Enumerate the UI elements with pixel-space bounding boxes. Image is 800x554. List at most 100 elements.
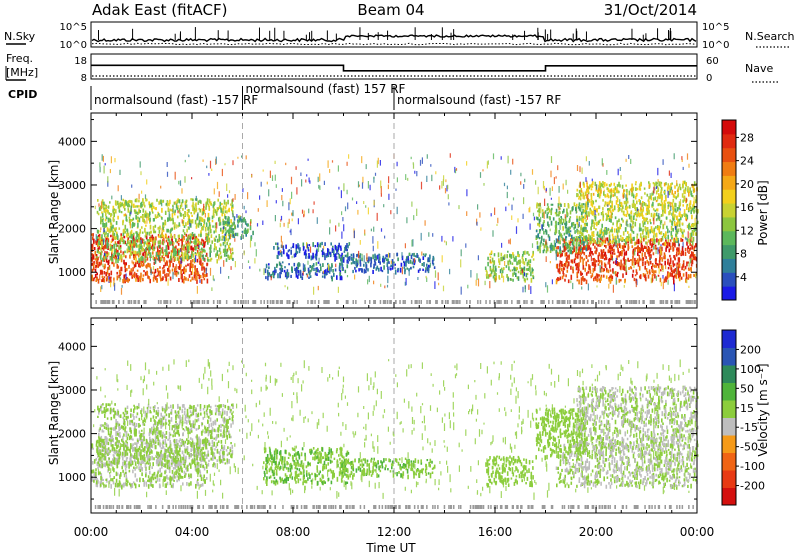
echo-cluster [223, 216, 253, 242]
freq-label: Freq. [6, 52, 33, 65]
echo-cluster [576, 180, 698, 247]
echo-cluster [408, 253, 411, 256]
echo-cluster [555, 238, 698, 285]
echo-cluster [223, 216, 252, 241]
colorbar-tick-label: -200 [740, 480, 765, 493]
cpid-label: CPID [8, 88, 37, 101]
freq-trace [91, 64, 697, 72]
echo-cluster [535, 203, 588, 254]
nsearch-tick-bottom: 10^0 [702, 40, 729, 51]
colorbar-segment [722, 189, 736, 204]
colorbar-segment [722, 161, 736, 176]
colorbar-segment [722, 258, 736, 273]
colorbar-segment [722, 244, 736, 259]
echo-cluster [343, 252, 436, 274]
echo-cluster [339, 457, 436, 480]
echo-cluster [580, 182, 696, 203]
echo-cluster [267, 261, 341, 282]
nsky-tick-bottom: 10^0 [60, 40, 87, 51]
echo-cluster [315, 262, 318, 266]
echo-cluster [96, 198, 234, 264]
colorbar-tick-label: 100 [740, 363, 761, 376]
echo-cluster [578, 187, 698, 245]
echo-cluster [224, 233, 235, 237]
x-tick-label: 04:00 [175, 525, 210, 539]
station-title: Adak East (fitACF) [92, 1, 227, 19]
echo-cluster [535, 203, 588, 255]
x-tick-label: 20:00 [579, 525, 614, 539]
y-tick-label: 2000 [58, 223, 86, 236]
velocity-colorbar-label: Velocity [m s⁻¹] [756, 363, 770, 456]
freq-tick-top: 18 [74, 56, 87, 67]
y-tick-label: 4000 [58, 135, 86, 148]
echo-cluster [96, 403, 234, 468]
echo-cluster [555, 442, 699, 490]
colorbar-segment [722, 120, 736, 135]
nsky-trace [91, 27, 697, 46]
x-tick-label: 16:00 [478, 525, 513, 539]
nave-label: Nave [745, 62, 773, 75]
echo-cluster [91, 233, 208, 283]
velocity-colorbar: 200 100 50 15 -15 -50 -100 -200 [721, 329, 765, 506]
echo-cluster [263, 446, 350, 486]
x-tick-label: 00:00 [680, 525, 715, 539]
colorbar-tick-label: 4 [740, 271, 747, 284]
colorbar-segment [722, 286, 736, 301]
colorbar-segment [722, 365, 736, 383]
cpid-segment-label: normalsound (fast) -157 RF [397, 93, 561, 107]
power-echoes [91, 113, 699, 308]
echo-cluster [536, 202, 587, 242]
colorbar-segment [722, 330, 736, 348]
colorbar-tick-label: 20 [740, 178, 754, 191]
colorbar-tick-label: 200 [740, 343, 761, 356]
y-tick-label: 1000 [58, 266, 86, 279]
nsky-tick-top: 10^5 [60, 22, 87, 33]
nsearch-line [91, 42, 697, 46]
nsky-label: N.Sky [4, 30, 36, 43]
colorbar-segment [722, 230, 736, 246]
colorbar-tick-label: -50 [740, 441, 758, 454]
nsky-panel-frame [90, 21, 698, 48]
echo-cluster [535, 407, 588, 461]
colorbar-tick-label: 24 [740, 155, 754, 168]
x-tick-label: 12:00 [377, 525, 412, 539]
velocity-ylabel: Slant Range [km] [47, 361, 61, 465]
colorbar-segment [722, 470, 736, 488]
power-colorbar-label: Power [dB] [756, 180, 770, 245]
velocity-echoes [91, 318, 699, 513]
beam-title: Beam 04 [357, 1, 424, 19]
colorbar-segment [722, 452, 736, 471]
echo-cluster [91, 233, 209, 284]
nave-tick-bottom: 0 [706, 73, 712, 84]
colorbar-segment [722, 400, 736, 418]
power-y-axis: 1000 2000 3000 4000 [58, 119, 697, 295]
echo-cluster [96, 198, 234, 263]
cpid-segment-label: normalsound (fast) -157 RF [94, 93, 258, 107]
colorbar-segment [722, 147, 736, 163]
colorbar-segment [722, 203, 736, 218]
freq-unit-label: [MHz] [6, 66, 38, 79]
echo-cluster [263, 447, 350, 486]
nave-tick-top: 60 [706, 56, 719, 67]
echo-cluster [273, 241, 349, 261]
colorbar-segment [722, 133, 736, 149]
near-range-echoes [95, 300, 696, 304]
colorbar-tick-label: 15 [740, 402, 754, 415]
echo-cluster [275, 242, 351, 259]
y-tick-label: 2000 [58, 428, 86, 441]
colorbar-segment [722, 435, 736, 453]
time-xlabel: Time UT [365, 541, 416, 554]
freq-tick-bottom: 8 [81, 73, 87, 84]
x-tick-label: 00:00 [74, 525, 109, 539]
echo-scatter [95, 154, 680, 291]
echo-cluster [555, 272, 681, 285]
echo-cluster [264, 262, 341, 281]
echo-cluster [97, 198, 234, 264]
cpid-segment-label: normalsound (fast) 157 RF [246, 82, 406, 96]
colorbar-tick-label: 16 [740, 201, 754, 214]
echo-cluster [96, 403, 234, 469]
colorbar-segment [722, 347, 736, 366]
y-tick-label: 1000 [58, 471, 86, 484]
